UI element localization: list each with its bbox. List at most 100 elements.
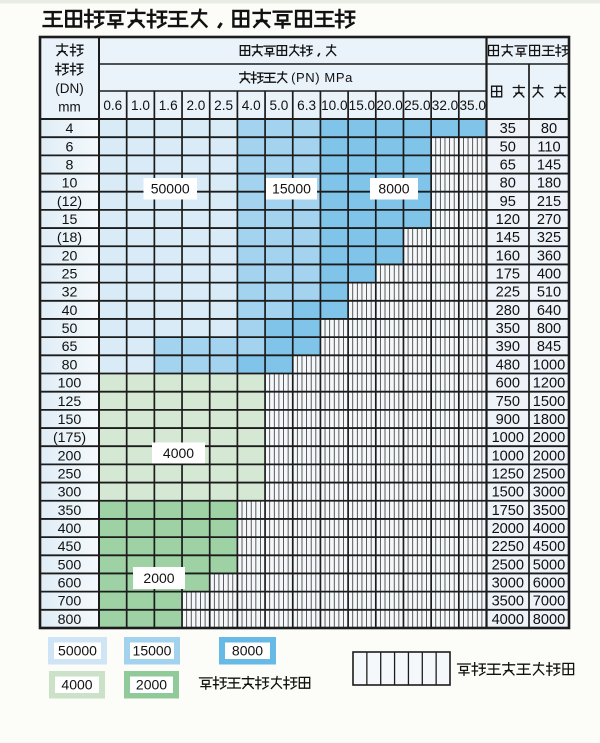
svg-text:4.0: 4.0 <box>242 98 261 113</box>
svg-text:80: 80 <box>62 357 78 373</box>
svg-text:800: 800 <box>58 612 82 628</box>
svg-text:270: 270 <box>537 212 561 228</box>
svg-text:4000: 4000 <box>61 677 92 693</box>
svg-text:1500: 1500 <box>533 394 565 410</box>
svg-text:215: 215 <box>537 194 561 210</box>
svg-text:32: 32 <box>62 285 78 301</box>
svg-text:8000: 8000 <box>232 643 263 659</box>
svg-text:350: 350 <box>58 503 82 519</box>
svg-text:5000: 5000 <box>533 557 565 573</box>
svg-text:300: 300 <box>58 485 82 501</box>
svg-text:2000: 2000 <box>533 448 565 464</box>
svg-text:3000: 3000 <box>492 576 524 592</box>
svg-text:35: 35 <box>500 121 516 137</box>
svg-text:50: 50 <box>500 139 516 155</box>
svg-text:4500: 4500 <box>533 539 565 555</box>
svg-text:1000: 1000 <box>492 430 524 446</box>
svg-text:2.5: 2.5 <box>214 98 233 113</box>
svg-text:360: 360 <box>537 248 561 264</box>
svg-text:175: 175 <box>496 267 520 283</box>
svg-text:40: 40 <box>62 303 78 319</box>
svg-text:125: 125 <box>58 394 82 410</box>
svg-text:2250: 2250 <box>492 539 524 555</box>
svg-text:65: 65 <box>500 157 516 173</box>
svg-text:65: 65 <box>62 339 78 355</box>
svg-text:450: 450 <box>58 539 82 555</box>
svg-text:32.0: 32.0 <box>432 98 459 113</box>
svg-text:845: 845 <box>537 339 561 355</box>
svg-text:700: 700 <box>58 594 82 610</box>
svg-text:95: 95 <box>500 194 516 210</box>
svg-text:80: 80 <box>500 176 516 192</box>
svg-text:6000: 6000 <box>533 576 565 592</box>
svg-text:25: 25 <box>62 267 78 283</box>
svg-text:3000: 3000 <box>533 485 565 501</box>
svg-text:400: 400 <box>537 267 561 283</box>
svg-text:8: 8 <box>66 157 74 173</box>
svg-text:600: 600 <box>496 376 520 392</box>
svg-text:4000: 4000 <box>163 445 194 461</box>
svg-text:225: 225 <box>496 285 520 301</box>
svg-text:510: 510 <box>537 285 561 301</box>
svg-text:1.0: 1.0 <box>131 98 150 113</box>
svg-text:1500: 1500 <box>492 485 524 501</box>
svg-text:200: 200 <box>58 448 82 464</box>
svg-text:640: 640 <box>537 303 561 319</box>
svg-text:15000: 15000 <box>272 181 311 197</box>
svg-text:(175): (175) <box>53 430 86 446</box>
svg-text:15: 15 <box>62 212 78 228</box>
svg-text:120: 120 <box>496 212 520 228</box>
svg-text:750: 750 <box>496 394 520 410</box>
svg-text:4: 4 <box>66 121 74 137</box>
svg-text:0.6: 0.6 <box>103 98 122 113</box>
svg-text:(DN): (DN) <box>55 81 84 96</box>
svg-text:5.0: 5.0 <box>269 98 288 113</box>
svg-text:2500: 2500 <box>492 557 524 573</box>
svg-text:1250: 1250 <box>492 467 524 483</box>
svg-text:10: 10 <box>62 176 78 192</box>
svg-text:2.0: 2.0 <box>186 98 205 113</box>
svg-text:35.0: 35.0 <box>459 98 486 113</box>
svg-text:1200: 1200 <box>533 376 565 392</box>
svg-text:4000: 4000 <box>533 521 565 537</box>
svg-text:1000: 1000 <box>492 448 524 464</box>
svg-text:280: 280 <box>496 303 520 319</box>
svg-text:2000: 2000 <box>533 430 565 446</box>
svg-text:(18): (18) <box>57 230 82 246</box>
svg-text:800: 800 <box>537 321 561 337</box>
svg-text:3500: 3500 <box>492 594 524 610</box>
svg-text:100: 100 <box>58 376 82 392</box>
svg-text:2500: 2500 <box>533 467 565 483</box>
svg-text:15.0: 15.0 <box>349 98 376 113</box>
svg-text:2000: 2000 <box>492 521 524 537</box>
svg-text:180: 180 <box>537 176 561 192</box>
svg-text:8000: 8000 <box>533 612 565 628</box>
svg-text:1.6: 1.6 <box>159 98 178 113</box>
svg-text:50000: 50000 <box>151 181 190 197</box>
svg-text:2000: 2000 <box>143 570 174 586</box>
svg-text:mm: mm <box>58 100 81 115</box>
svg-text:145: 145 <box>496 230 520 246</box>
svg-text:325: 325 <box>537 230 561 246</box>
svg-text:15000: 15000 <box>133 643 172 659</box>
svg-text:6.3: 6.3 <box>297 98 316 113</box>
svg-text:400: 400 <box>58 521 82 537</box>
svg-text:20.0: 20.0 <box>376 98 403 113</box>
svg-text:3500: 3500 <box>533 503 565 519</box>
svg-text:50000: 50000 <box>58 643 97 659</box>
svg-text:145: 145 <box>537 157 561 173</box>
svg-text:10.0: 10.0 <box>321 98 348 113</box>
svg-text:350: 350 <box>496 321 520 337</box>
svg-text:80: 80 <box>541 121 557 137</box>
svg-text:25.0: 25.0 <box>404 98 431 113</box>
svg-text:1800: 1800 <box>533 412 565 428</box>
svg-text:20: 20 <box>62 248 78 264</box>
svg-text:2000: 2000 <box>136 677 167 693</box>
svg-text:500: 500 <box>58 557 82 573</box>
svg-text:110: 110 <box>537 139 560 155</box>
svg-text:7000: 7000 <box>533 594 565 610</box>
svg-text:150: 150 <box>58 412 82 428</box>
svg-text:50: 50 <box>62 321 78 337</box>
svg-text:480: 480 <box>496 357 520 373</box>
svg-text:8000: 8000 <box>378 181 409 197</box>
